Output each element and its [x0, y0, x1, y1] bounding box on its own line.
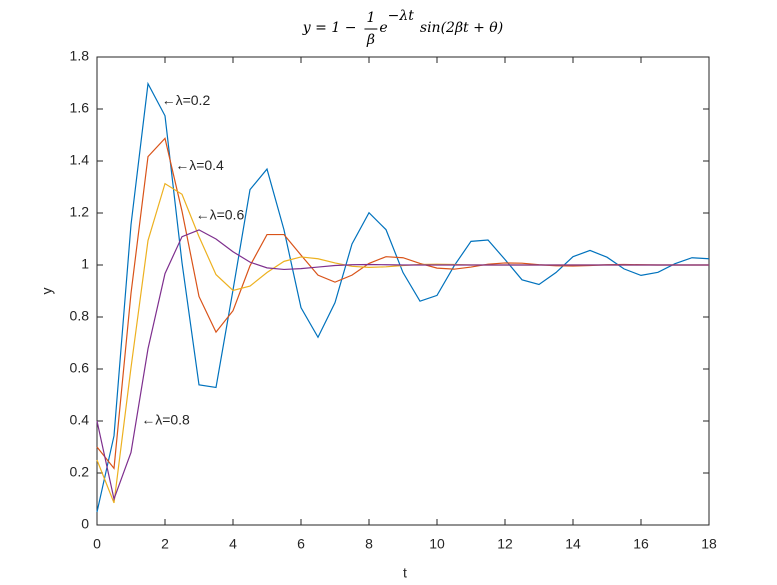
y-tick-label: 1 [81, 256, 89, 272]
y-tick-label: 0.4 [70, 412, 90, 428]
x-tick-label: 12 [497, 536, 513, 552]
x-tick-label: 8 [365, 536, 373, 552]
y-tick-label: 1.6 [70, 100, 90, 116]
title-tail: sin(2βt + θ) [420, 20, 503, 36]
y-tick-label: 1.4 [70, 152, 90, 168]
y-tick-label: 0.2 [70, 464, 90, 480]
line-series [96, 229, 709, 502]
x-tick-label: 4 [229, 536, 237, 552]
x-tick-label: 0 [93, 536, 101, 552]
title-denominator: β [366, 32, 375, 48]
y-tick-label: 1.8 [70, 48, 90, 64]
y-tick-label: 0.8 [70, 308, 90, 324]
title-base: e [379, 20, 387, 36]
x-tick-label: 10 [429, 536, 445, 552]
y-tick-label: 0.6 [70, 360, 90, 376]
y-axis-label: y [39, 288, 55, 295]
title-lead: y = 1 − [302, 20, 357, 36]
chart-title: y = 1 − 1 βe−λt sin(2βt + θ) [302, 8, 503, 48]
annotation: ←λ=0.2 [162, 92, 211, 108]
x-tick-label: 14 [565, 536, 581, 552]
y-tick-label: 0 [81, 516, 89, 532]
plot-area [96, 56, 710, 526]
line-series [96, 81, 710, 513]
annotation: ←λ=0.6 [196, 206, 245, 222]
annotation: ←λ=0.8 [141, 412, 190, 428]
y-tick-label: 1.2 [70, 204, 90, 220]
x-tick-label: 16 [633, 536, 649, 552]
title-numerator: 1 [366, 10, 375, 26]
x-tick-label: 2 [161, 536, 169, 552]
x-axis-label: t [403, 565, 407, 581]
title-exponent: −λt [388, 8, 415, 24]
x-tick-label: 6 [297, 536, 305, 552]
annotation: ←λ=0.4 [175, 157, 224, 173]
x-tick-label: 18 [701, 536, 717, 552]
